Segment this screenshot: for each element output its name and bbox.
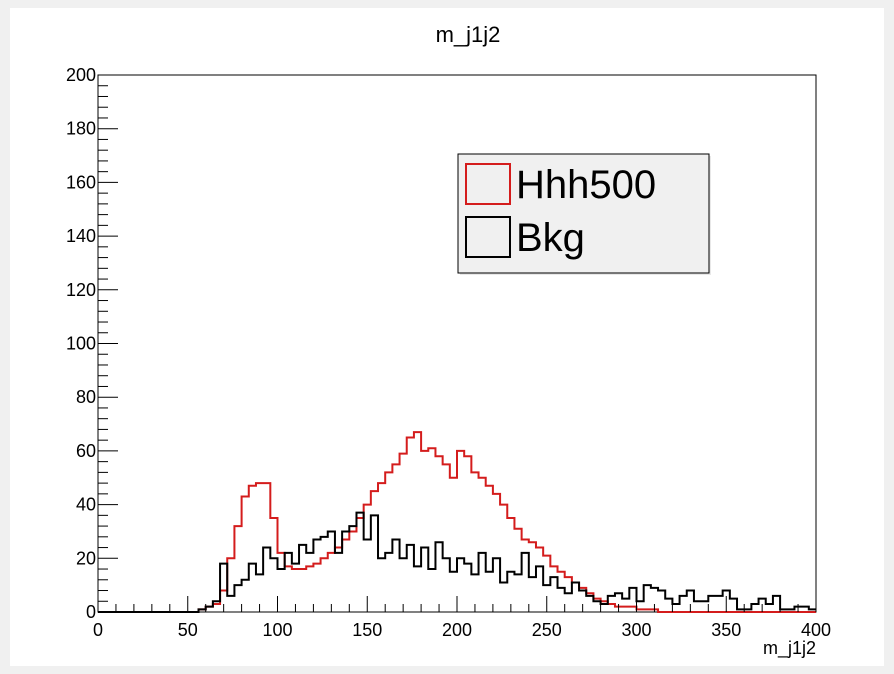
x-tick-label: 250 [532,620,562,640]
y-tick-label: 0 [86,602,96,622]
x-tick-label: 350 [711,620,741,640]
y-tick-label: 100 [66,334,96,354]
legend-box [457,153,710,274]
y-tick-label: 120 [66,280,96,300]
y-tick-label: 20 [76,548,96,568]
y-tick-label: 200 [66,65,96,85]
y-tick-label: 160 [66,172,96,192]
y-tick-label: 40 [76,495,96,515]
x-tick-label: 400 [801,620,831,640]
series-bkg-line [98,511,816,613]
x-axis-label: m_j1j2 [763,638,816,659]
legend-swatch-hhh500 [465,163,511,205]
series-hhh500-line [98,431,816,613]
x-tick-label: 50 [178,620,198,640]
legend-swatch-bkg [465,216,511,258]
histogram-chart: m_j1j2 0 50 100 150 200 250 300 350 400 0 20 40 60 80… [66,22,831,659]
x-tick-label: 300 [621,620,651,640]
chart-title: m_j1j2 [436,22,501,47]
x-tick-label: 200 [442,620,472,640]
plot-canvas: m_j1j2 0 50 100 150 200 250 300 350 400 0 20 40 60 80… [10,8,884,666]
y-tick-label: 180 [66,119,96,139]
x-tick-label: 150 [352,620,382,640]
legend-label-bkg: Bkg [516,216,585,260]
y-tick-label: 80 [76,387,96,407]
y-tick-label: 60 [76,441,96,461]
legend: Hhh500 Bkg [457,153,711,275]
x-tick-label: 0 [93,620,103,640]
y-tick-label: 140 [66,226,96,246]
x-tick-label: 100 [262,620,292,640]
legend-label-hhh500: Hhh500 [516,163,656,207]
